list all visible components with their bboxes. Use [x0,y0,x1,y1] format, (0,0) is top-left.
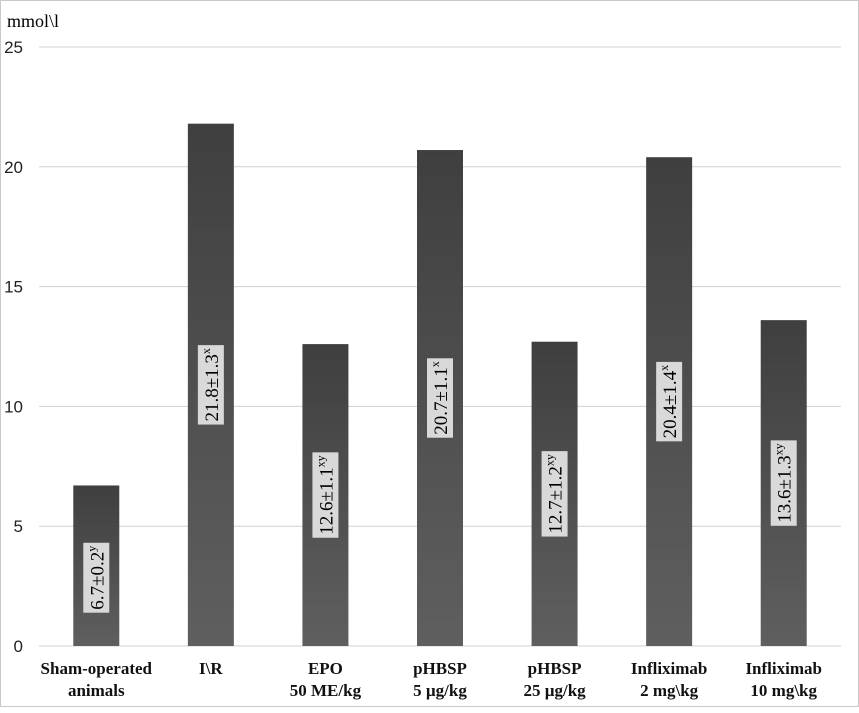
y-tick-labels: 0 5 10 15 20 25 [4,38,23,656]
x-tick-label: 2 mg\kg [640,681,699,700]
y-tick-label: 25 [4,38,23,57]
category-labels: Sham-operated animals I\R EPO 50 ME/kg pHBSP 5… [41,659,822,700]
data-label-text: 20.7±1.1x [428,361,452,434]
data-label-box [541,451,568,537]
data-label: 12.7±1.2xy [541,451,568,537]
data-label: 20.7±1.1x [427,358,453,438]
x-tick-label: I\R [199,659,223,678]
data-label-box [197,345,224,425]
data-label: 21.8±1.3x [197,345,224,425]
y-axis-label: mmol\l [7,11,59,31]
data-label-text: 13.6±1.3xy [772,443,796,522]
data-label: 6.7±0.2y [83,542,110,613]
y-tick-label: 5 [14,517,23,536]
data-label: 12.6±1.1xy [312,452,339,538]
x-tick-label: pHBSP [528,659,582,678]
x-tick-label: 50 ME/kg [290,681,362,700]
x-tick-label: Infliximab [745,659,822,678]
data-label-text: 21.8±1.3x [199,348,223,421]
data-label: 13.6±1.3xy [770,440,797,526]
y-tick-label: 10 [4,397,23,416]
y-tick-label: 0 [14,637,23,656]
x-tick-label: 5 µg/kg [413,681,467,700]
x-tick-label: EPO [308,659,343,678]
x-tick-label: Sham-operated [41,659,153,678]
data-label-box [83,542,110,613]
data-label-box [427,358,453,438]
data-labels: 6.7±0.2y 21.8±1.3x 12.6±1.1xy 20.7±1.1x 12.7… [83,345,797,613]
y-tick-label: 15 [4,278,23,297]
x-tick-label: Infliximab [631,659,708,678]
data-label-text: 12.6±1.1xy [313,455,337,534]
data-label-box [770,440,797,526]
data-label: 20.4±1.4x [656,361,683,442]
data-label-box [656,361,683,442]
data-label-text: 6.7±0.2y [84,546,108,610]
y-tick-label: 20 [4,158,23,177]
x-tick-label: pHBSP [413,659,467,678]
data-label-text: 12.7±1.2xy [543,454,567,533]
data-label-text: 20.4±1.4x [657,365,681,438]
x-tick-label: animals [68,681,125,700]
x-tick-label: 10 mg\kg [750,681,817,700]
x-tick-label: 25 µg/kg [523,681,586,700]
data-label-box [312,452,339,538]
